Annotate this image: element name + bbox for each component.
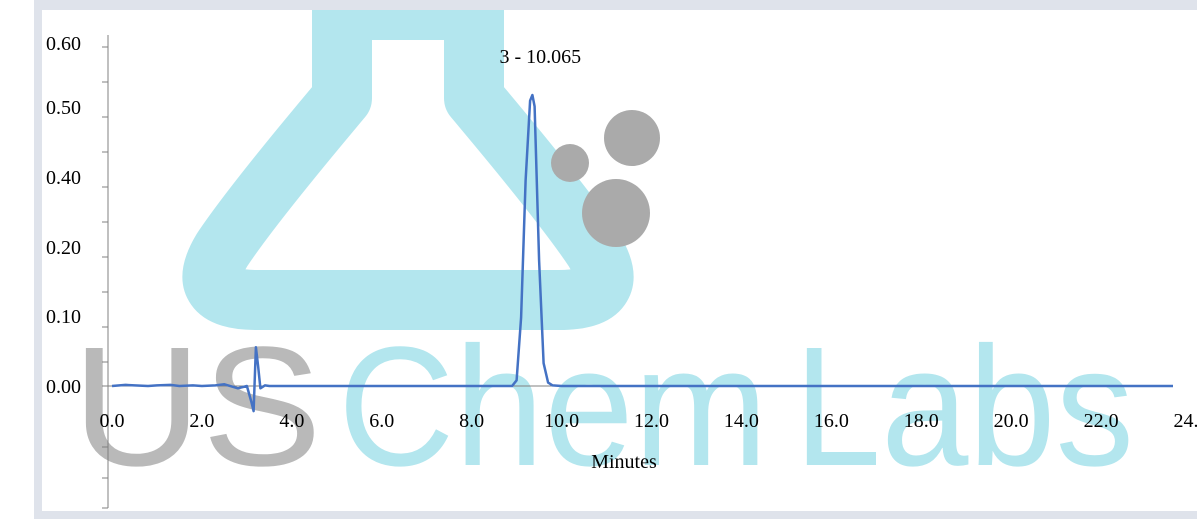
watermark-circle-medium [604, 110, 660, 166]
x-axis-title: Minutes [591, 451, 657, 473]
us-chem-labs-watermark: US Chem Labs [72, 10, 1134, 502]
x-tick-label: 18.0 [904, 410, 939, 432]
x-tick-label: 14.0 [724, 410, 759, 432]
chart-frame: US Chem Labs 0.00 0.10 0.20 0.40 0.50 0.60 0.… [34, 0, 1197, 519]
y-tick-label: 0.40 [46, 167, 81, 189]
y-tick-label: 0.60 [46, 33, 81, 55]
peak-annotation: 3 - 10.065 [500, 46, 582, 68]
y-tick-label: 0.00 [46, 376, 81, 398]
x-tick-label: 8.0 [459, 410, 484, 432]
y-tick-label: 0.50 [46, 97, 81, 119]
x-tick-label: 6.0 [369, 410, 394, 432]
x-tick-label: 20.0 [994, 410, 1029, 432]
chromatogram-chart: US Chem Labs 0.00 0.10 0.20 0.40 0.50 0.60 0.… [42, 10, 1197, 529]
x-tick-label: 0.0 [100, 410, 125, 432]
x-tick-label: 22.0 [1084, 410, 1119, 432]
y-tick-label: 0.20 [46, 237, 81, 259]
x-tick-label: 12.0 [634, 410, 669, 432]
x-tick-label: 2.0 [189, 410, 214, 432]
watermark-text-labs: Labs [794, 312, 1134, 502]
watermark-text-us: US [72, 312, 322, 502]
y-tick-label: 0.10 [46, 306, 81, 328]
x-tick-label: 24.0 [1174, 410, 1197, 432]
watermark-circle-large [582, 179, 650, 247]
watermark-text-chem: Chem [338, 312, 768, 502]
x-tick-label: 16.0 [814, 410, 849, 432]
x-tick-label: 4.0 [279, 410, 304, 432]
x-tick-label: 10.0 [544, 410, 579, 432]
watermark-circle-small [551, 144, 589, 182]
